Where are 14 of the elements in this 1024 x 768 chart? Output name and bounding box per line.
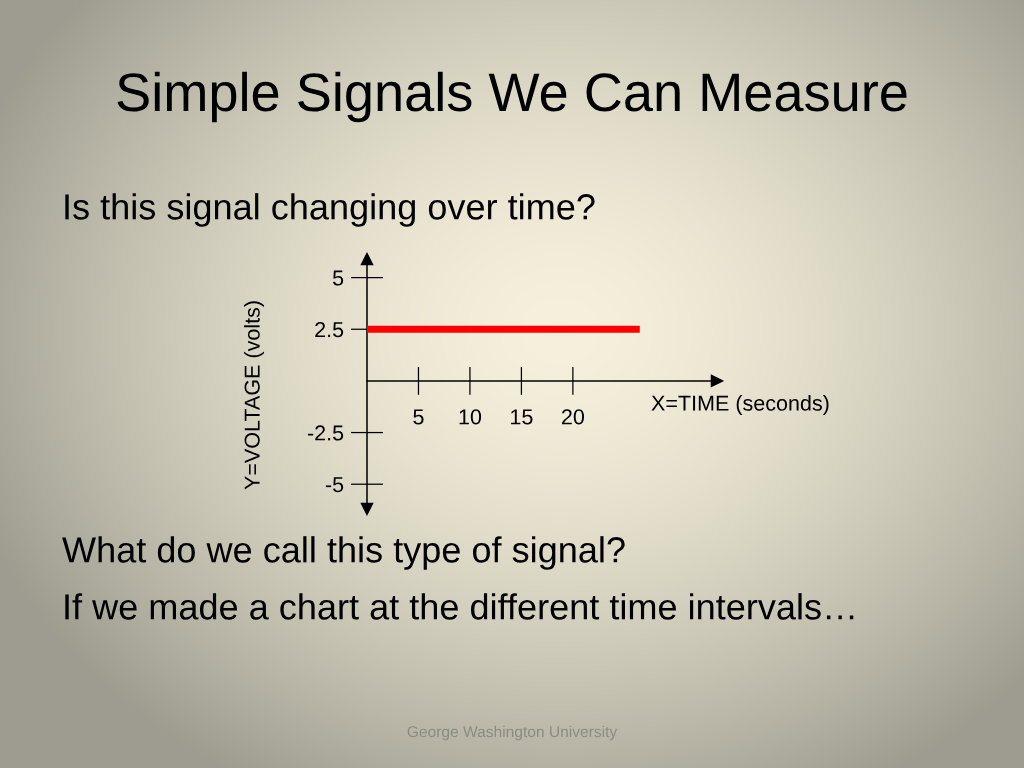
chart-title: Simple Signals We Can Measure [117, 71, 907, 123]
x-tick-label: 10 [459, 409, 482, 425]
x-tick-label: 20 [561, 409, 585, 425]
x-tick-label: 15 [511, 409, 533, 425]
chart-subtitle: Is this signal changing over time? [65, 193, 595, 227]
y-tick-label: -5 [325, 477, 344, 493]
text: What do we call this type of signal? [62, 536, 625, 570]
y-tick-label: -2.5 [307, 425, 344, 441]
x-tick-label: 5 [413, 409, 424, 425]
y-tick-label: 5 [332, 270, 344, 286]
y-axis-title: Y=VOLTAGE (volts) [243, 301, 265, 490]
text: If we made a chart at the different time intervals… [65, 593, 854, 620]
x-axis-title: X=TIME (seconds) [651, 394, 829, 416]
y-tick-label: 2.5 [315, 322, 344, 338]
